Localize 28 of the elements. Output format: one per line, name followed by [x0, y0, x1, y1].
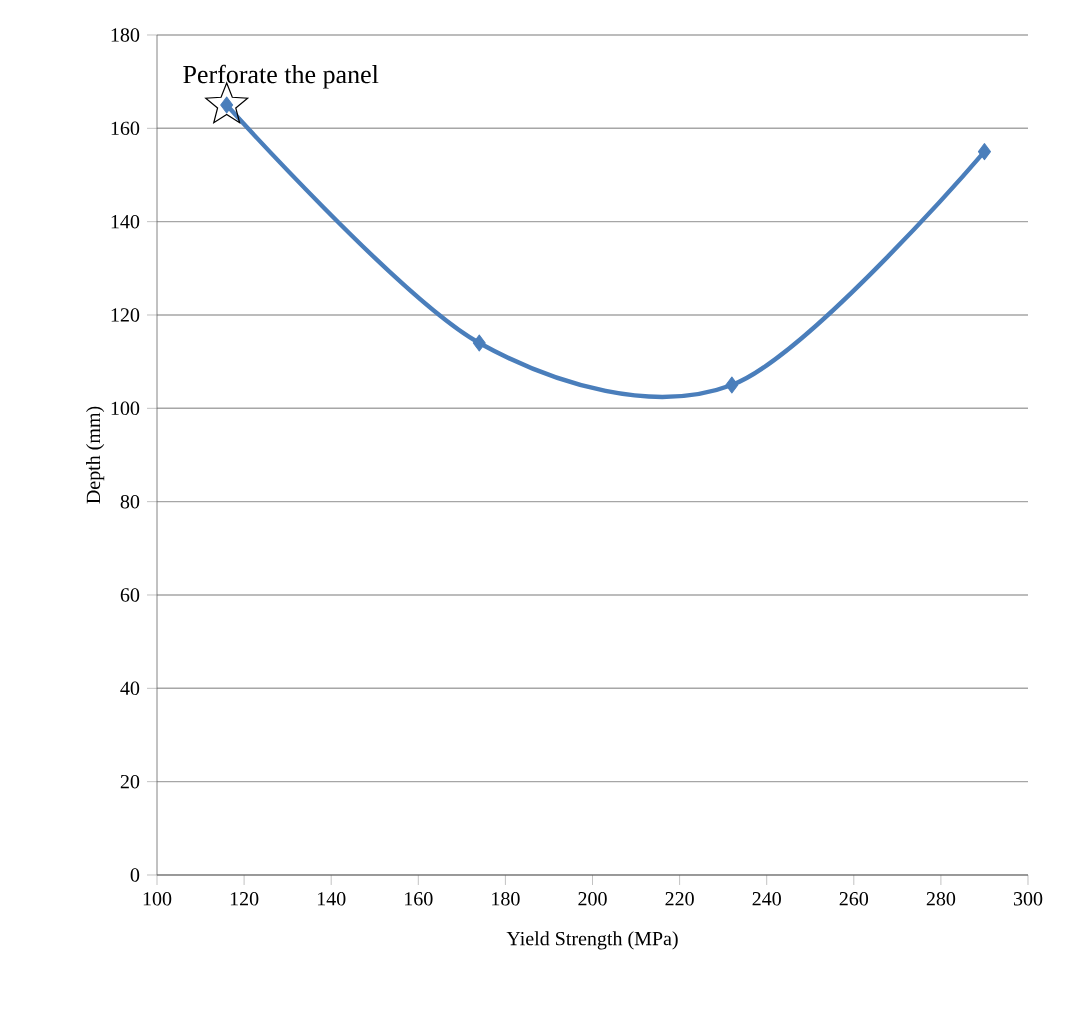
annotation: Perforate the panel	[183, 64, 379, 89]
y-tick-label: 180	[111, 28, 140, 42]
x-tick-label: 280	[926, 892, 956, 906]
x-tick-label: 220	[665, 892, 694, 906]
y-tick-label: 160	[111, 121, 140, 136]
x-tick-label: 200	[578, 892, 607, 906]
y-tick-label: 140	[111, 214, 140, 229]
x-tick-label: 240	[752, 892, 781, 906]
y-tick-label: 0	[130, 868, 140, 882]
y-axis-title: Depth (mm)	[86, 406, 105, 504]
y-tick-label: 120	[111, 308, 140, 322]
y-tick-label: 60	[120, 588, 140, 602]
x-tick-label: 300	[1013, 892, 1043, 906]
x-tick-label: 160	[405, 892, 433, 906]
x-tick-label: 260	[839, 892, 869, 906]
y-tick-label: 100	[111, 401, 140, 416]
x-tick-label: 120	[230, 892, 259, 906]
y-tick-label: 20	[120, 774, 140, 789]
x-tick-label: 140	[317, 892, 346, 906]
x-tick-label: 180	[492, 892, 520, 906]
point	[977, 143, 991, 161]
x-axis-title: Yield Strength (MPa)	[506, 931, 678, 950]
point	[220, 96, 234, 114]
y-tick-label: 40	[120, 681, 140, 696]
point	[472, 334, 486, 352]
point	[725, 376, 739, 394]
y-tick-label: 80	[120, 494, 140, 509]
x-tick-label: 100	[143, 892, 172, 906]
